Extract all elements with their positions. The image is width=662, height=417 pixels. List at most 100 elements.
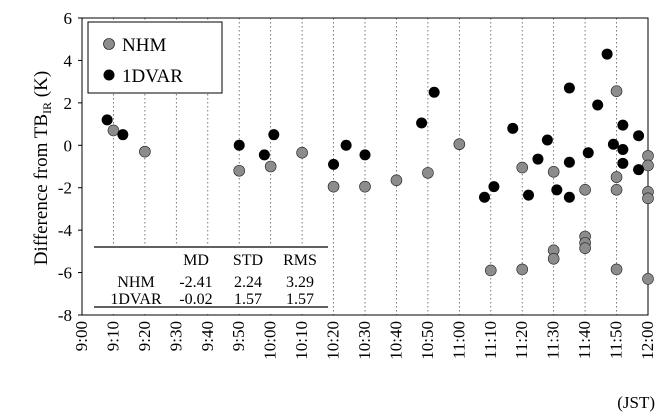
table-header-rms: RMS — [283, 252, 317, 269]
data-point-nhm — [264, 160, 277, 173]
data-point-1dvar — [488, 181, 500, 193]
stats-table: MD STD RMS NHM -2.41 2.24 3.29 1DVAR -0.… — [90, 246, 330, 312]
data-point-1dvar — [617, 144, 629, 156]
data-point-nhm — [516, 263, 529, 276]
data-point-nhm — [610, 184, 623, 196]
data-point-1dvar — [428, 86, 440, 98]
table-row-label-nhm: NHM — [117, 274, 154, 291]
table-cell-1dvar-std: 1.57 — [234, 291, 262, 308]
data-point-1dvar — [268, 129, 280, 141]
x-tick-label: 11:00 — [449, 321, 468, 359]
data-point-nhm — [107, 124, 120, 137]
y-tick-label: -4 — [58, 221, 73, 240]
data-point-1dvar — [328, 158, 340, 170]
data-point-nhm — [579, 242, 591, 254]
x-tick-label: 12:00 — [638, 321, 657, 360]
legend-label-nhm: NHM — [122, 35, 166, 56]
data-point-nhm — [422, 167, 434, 179]
data-point-nhm — [516, 161, 529, 174]
data-point-1dvar — [601, 48, 613, 60]
data-point-nhm — [484, 264, 497, 277]
data-point-1dvar — [563, 82, 575, 94]
data-point-nhm — [327, 180, 340, 193]
data-point-1dvar — [633, 130, 645, 142]
x-tick-label: 10:40 — [386, 321, 405, 360]
table-cell-1dvar-rms: 1.57 — [286, 291, 314, 308]
data-point-nhm — [610, 171, 623, 183]
x-tick-label: 11:20 — [512, 321, 531, 359]
table-cell-nhm-md: -2.41 — [179, 274, 212, 291]
x-tick-label: 11:30 — [544, 321, 563, 359]
table-cell-1dvar-md: -0.02 — [179, 291, 212, 308]
data-point-nhm — [642, 192, 654, 205]
y-tick-label: 2 — [64, 94, 73, 113]
data-point-nhm — [642, 273, 654, 285]
legend: NHM 1DVAR — [87, 21, 223, 94]
x-tick-label: 9:00 — [72, 321, 91, 351]
data-point-1dvar — [233, 139, 245, 151]
data-point-1dvar — [617, 119, 629, 131]
data-point-1dvar — [532, 153, 544, 165]
data-point-1dvar — [633, 164, 645, 176]
data-point-1dvar — [541, 134, 553, 146]
y-tick-label: -6 — [58, 264, 72, 283]
table-cell-nhm-std: 2.24 — [234, 274, 262, 291]
x-tick-label: 10:20 — [324, 321, 343, 360]
data-point-1dvar — [617, 157, 629, 169]
data-point-1dvar — [523, 189, 535, 201]
data-point-nhm — [579, 184, 591, 196]
x-tick-label: 11:50 — [607, 321, 626, 359]
data-point-1dvar — [563, 191, 575, 203]
data-point-nhm — [547, 166, 560, 178]
data-point-1dvar — [582, 147, 594, 159]
data-point-nhm — [642, 159, 654, 172]
table-row-label-1dvar: 1DVAR — [110, 291, 162, 308]
data-point-nhm — [390, 174, 403, 187]
x-tick-label: 9:50 — [229, 321, 248, 351]
data-point-nhm — [547, 252, 560, 265]
x-tick-label: 9:30 — [166, 321, 185, 351]
legend-marker-1dvar — [103, 69, 115, 81]
y-tick-label: 0 — [64, 136, 73, 155]
data-point-1dvar — [416, 117, 428, 129]
data-point-1dvar — [359, 149, 371, 161]
x-axis-label: (JST) — [617, 393, 655, 412]
x-tick-label: 9:40 — [198, 321, 217, 351]
data-point-nhm — [359, 180, 371, 193]
data-point-nhm — [453, 138, 466, 151]
y-tick-label: 6 — [64, 9, 73, 28]
data-points — [101, 48, 654, 285]
y-axis-ticks: -8 -6 -4 -2 0 2 4 6 — [58, 9, 82, 325]
x-tick-label: 9:20 — [135, 321, 154, 351]
data-point-nhm — [139, 145, 151, 158]
legend-label-1dvar: 1DVAR — [122, 66, 183, 87]
y-tick-label: 4 — [64, 51, 73, 70]
legend-marker-nhm — [103, 38, 115, 50]
x-tick-label: 10:30 — [355, 321, 374, 360]
data-point-1dvar — [607, 138, 619, 150]
data-point-1dvar — [101, 114, 113, 126]
x-tick-label: 10:10 — [292, 321, 311, 360]
data-point-nhm — [610, 85, 623, 97]
x-tick-label: 11:40 — [575, 321, 594, 359]
y-tick-label: -2 — [58, 179, 72, 198]
data-point-1dvar — [563, 156, 575, 168]
data-point-1dvar — [551, 184, 563, 196]
table-header-md: MD — [183, 252, 209, 269]
y-axis-label: Difference from TBIR (K) — [31, 71, 54, 265]
data-point-1dvar — [592, 99, 604, 111]
x-axis-ticks: 9:00 9:10 9:20 9:30 9:40 9:50 10:00 10:10 10:20 1… — [72, 321, 657, 360]
data-point-1dvar — [340, 139, 352, 151]
data-point-1dvar — [478, 191, 490, 203]
x-tick-label: 9:10 — [103, 321, 122, 351]
data-point-nhm — [610, 263, 623, 276]
data-point-1dvar — [258, 149, 270, 161]
data-point-1dvar — [507, 122, 519, 134]
x-tick-label: 11:10 — [481, 321, 500, 359]
table-header-std: STD — [233, 252, 263, 269]
data-point-nhm — [296, 146, 308, 159]
y-tick-label: -8 — [58, 306, 72, 325]
x-tick-label: 10:00 — [261, 321, 280, 360]
data-point-nhm — [233, 164, 246, 177]
